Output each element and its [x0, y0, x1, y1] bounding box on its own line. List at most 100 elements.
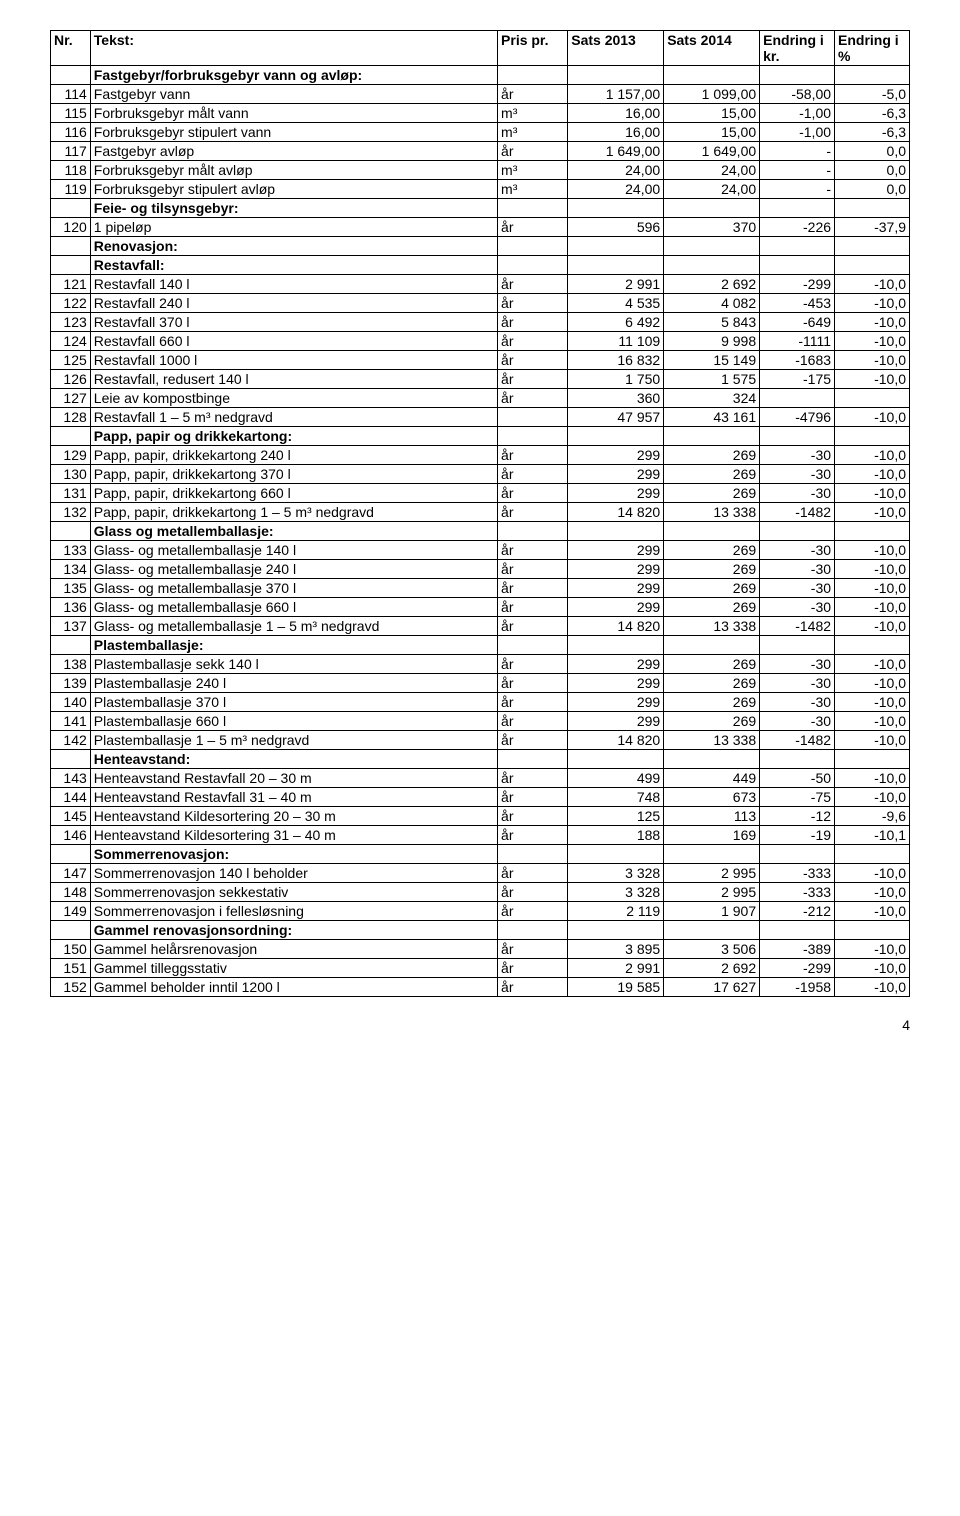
table-row: 150Gammel helårsrenovasjonår3 8953 506-3…	[51, 940, 910, 959]
table-row: Glass og metallemballasje:	[51, 522, 910, 541]
row-nr: 122	[51, 294, 91, 313]
empty-cell	[498, 199, 568, 218]
row-endring-pct: -10,0	[835, 769, 910, 788]
row-endring-kr: -30	[760, 674, 835, 693]
empty-cell	[568, 750, 664, 769]
row-sats14: 1 907	[664, 902, 760, 921]
empty-cell	[760, 845, 835, 864]
table-row: 137Glass- og metallemballasje 1 – 5 m³ n…	[51, 617, 910, 636]
row-text: Restavfall 1000 l	[90, 351, 497, 370]
row-endring-pct: -10,0	[835, 788, 910, 807]
row-nr: 128	[51, 408, 91, 427]
row-nr: 148	[51, 883, 91, 902]
row-pris: år	[498, 826, 568, 845]
row-nr: 142	[51, 731, 91, 750]
row-pris: år	[498, 560, 568, 579]
row-endring-kr: -1482	[760, 503, 835, 522]
rates-table: Nr. Tekst: Pris pr. Sats 2013 Sats 2014 …	[50, 30, 910, 997]
row-sats14: 24,00	[664, 161, 760, 180]
row-sats13: 14 820	[568, 617, 664, 636]
table-row: 127Leie av kompostbingeår360324	[51, 389, 910, 408]
row-pris: år	[498, 332, 568, 351]
row-sats13: 499	[568, 769, 664, 788]
row-text: Papp, papir, drikkekartong 370 l	[90, 465, 497, 484]
row-sats13: 3 328	[568, 864, 664, 883]
section-label: Fastgebyr/forbruksgebyr vann og avløp:	[90, 66, 497, 85]
row-sats14: 269	[664, 712, 760, 731]
row-sats14: 4 082	[664, 294, 760, 313]
empty-cell	[835, 427, 910, 446]
row-pris: år	[498, 218, 568, 237]
row-endring-pct: -6,3	[835, 104, 910, 123]
row-pris: år	[498, 712, 568, 731]
row-pris: år	[498, 579, 568, 598]
row-pris: år	[498, 788, 568, 807]
row-endring-kr: -	[760, 161, 835, 180]
table-row: Henteavstand:	[51, 750, 910, 769]
row-nr	[51, 237, 91, 256]
row-sats14: 269	[664, 598, 760, 617]
row-text: Forbruksgebyr stipulert vann	[90, 123, 497, 142]
empty-cell	[760, 636, 835, 655]
empty-cell	[498, 256, 568, 275]
row-pris: år	[498, 370, 568, 389]
table-row: 130Papp, papir, drikkekartong 370 lår299…	[51, 465, 910, 484]
empty-cell	[760, 522, 835, 541]
row-sats13: 2 119	[568, 902, 664, 921]
row-text: Gammel helårsrenovasjon	[90, 940, 497, 959]
empty-cell	[568, 237, 664, 256]
row-sats13: 299	[568, 655, 664, 674]
empty-cell	[568, 199, 664, 218]
row-nr: 114	[51, 85, 91, 104]
row-sats14: 269	[664, 465, 760, 484]
row-pris: år	[498, 598, 568, 617]
row-sats14: 449	[664, 769, 760, 788]
row-endring-kr	[760, 389, 835, 408]
row-text: Plastemballasje 240 l	[90, 674, 497, 693]
table-row: 147Sommerrenovasjon 140 l beholderår3 32…	[51, 864, 910, 883]
table-row: 146Henteavstand Kildesortering 31 – 40 m…	[51, 826, 910, 845]
row-sats14: 1 099,00	[664, 85, 760, 104]
empty-cell	[498, 845, 568, 864]
row-sats14: 2 995	[664, 883, 760, 902]
row-sats14: 269	[664, 560, 760, 579]
row-sats13: 16 832	[568, 351, 664, 370]
empty-cell	[835, 237, 910, 256]
row-endring-kr: -30	[760, 446, 835, 465]
row-text: Gammel tilleggsstativ	[90, 959, 497, 978]
row-sats13: 299	[568, 484, 664, 503]
row-nr: 151	[51, 959, 91, 978]
row-sats14: 269	[664, 579, 760, 598]
table-row: 125Restavfall 1000 lår16 83215 149-1683-…	[51, 351, 910, 370]
row-pris: år	[498, 978, 568, 997]
empty-cell	[568, 845, 664, 864]
row-sats14: 269	[664, 484, 760, 503]
row-endring-pct: -10,0	[835, 712, 910, 731]
page-number: 4	[50, 1017, 910, 1033]
empty-cell	[835, 66, 910, 85]
empty-cell	[835, 921, 910, 940]
row-endring-pct: -10,0	[835, 541, 910, 560]
row-endring-kr: -30	[760, 484, 835, 503]
row-endring-pct: -10,0	[835, 484, 910, 503]
row-endring-pct: -10,0	[835, 940, 910, 959]
row-pris: år	[498, 769, 568, 788]
row-sats13: 2 991	[568, 959, 664, 978]
row-endring-pct: -10,0	[835, 579, 910, 598]
row-endring-pct: -10,0	[835, 408, 910, 427]
row-text: Glass- og metallemballasje 240 l	[90, 560, 497, 579]
row-endring-kr: -333	[760, 883, 835, 902]
row-nr: 121	[51, 275, 91, 294]
empty-cell	[835, 750, 910, 769]
row-text: Plastemballasje 660 l	[90, 712, 497, 731]
row-sats13: 3 895	[568, 940, 664, 959]
empty-cell	[568, 522, 664, 541]
row-endring-pct: -10,0	[835, 503, 910, 522]
row-sats14: 113	[664, 807, 760, 826]
row-sats13: 24,00	[568, 161, 664, 180]
table-row: 144Henteavstand Restavfall 31 – 40 mår74…	[51, 788, 910, 807]
row-text: Fastgebyr vann	[90, 85, 497, 104]
row-text: Restavfall 1 – 5 m³ nedgravd	[90, 408, 497, 427]
table-row: 141Plastemballasje 660 lår299269-30-10,0	[51, 712, 910, 731]
row-nr	[51, 256, 91, 275]
